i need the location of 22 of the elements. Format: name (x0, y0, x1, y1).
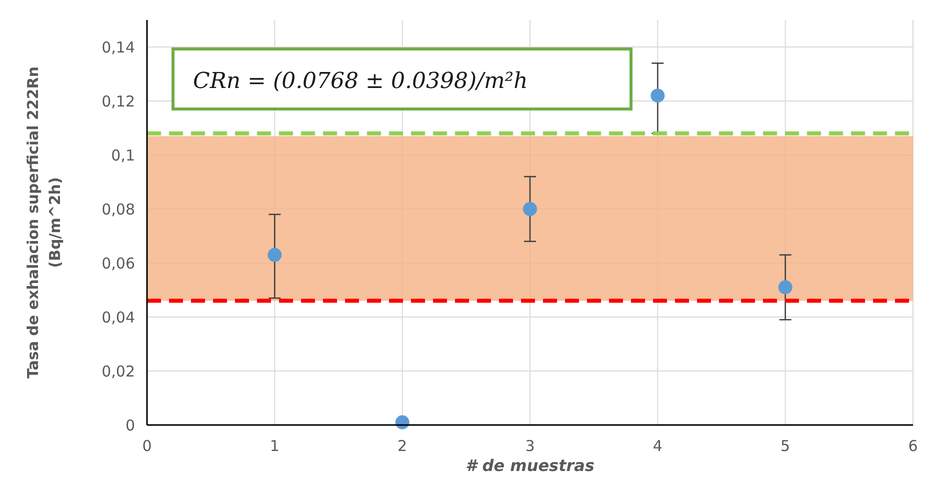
x-tick-label: 3 (525, 437, 535, 455)
y-tick-label: 0,12 (102, 92, 135, 110)
y-tick-label: 0,02 (102, 362, 135, 380)
y-axis-title: Tasa de exhalacion superficial 222Rn (Bq/m^2h) (24, 66, 64, 379)
y-tick-label: 0,04 (102, 308, 135, 326)
y-tick-label: 0,08 (102, 200, 135, 218)
point (523, 202, 537, 216)
x-axis-title: # de muestras (466, 456, 594, 475)
x-tick-label: 6 (908, 437, 918, 455)
y-tick-label: 0,14 (102, 38, 135, 56)
y-tick-label: 0,06 (102, 254, 135, 272)
y-tick-label: 0,1 (111, 146, 135, 164)
x-tick-label: 0 (142, 437, 152, 455)
annotation: CRn = (0.0768 ± 0.0398)/m²h (193, 69, 528, 94)
x-tick-label: 5 (780, 437, 790, 455)
y-tick-label: 0 (125, 416, 135, 434)
point (268, 248, 282, 262)
x-tick-label: 2 (398, 437, 408, 455)
point (650, 88, 665, 103)
x-tick-label: 4 (652, 437, 662, 455)
point (778, 280, 792, 294)
x-tick-label: 1 (270, 437, 280, 455)
